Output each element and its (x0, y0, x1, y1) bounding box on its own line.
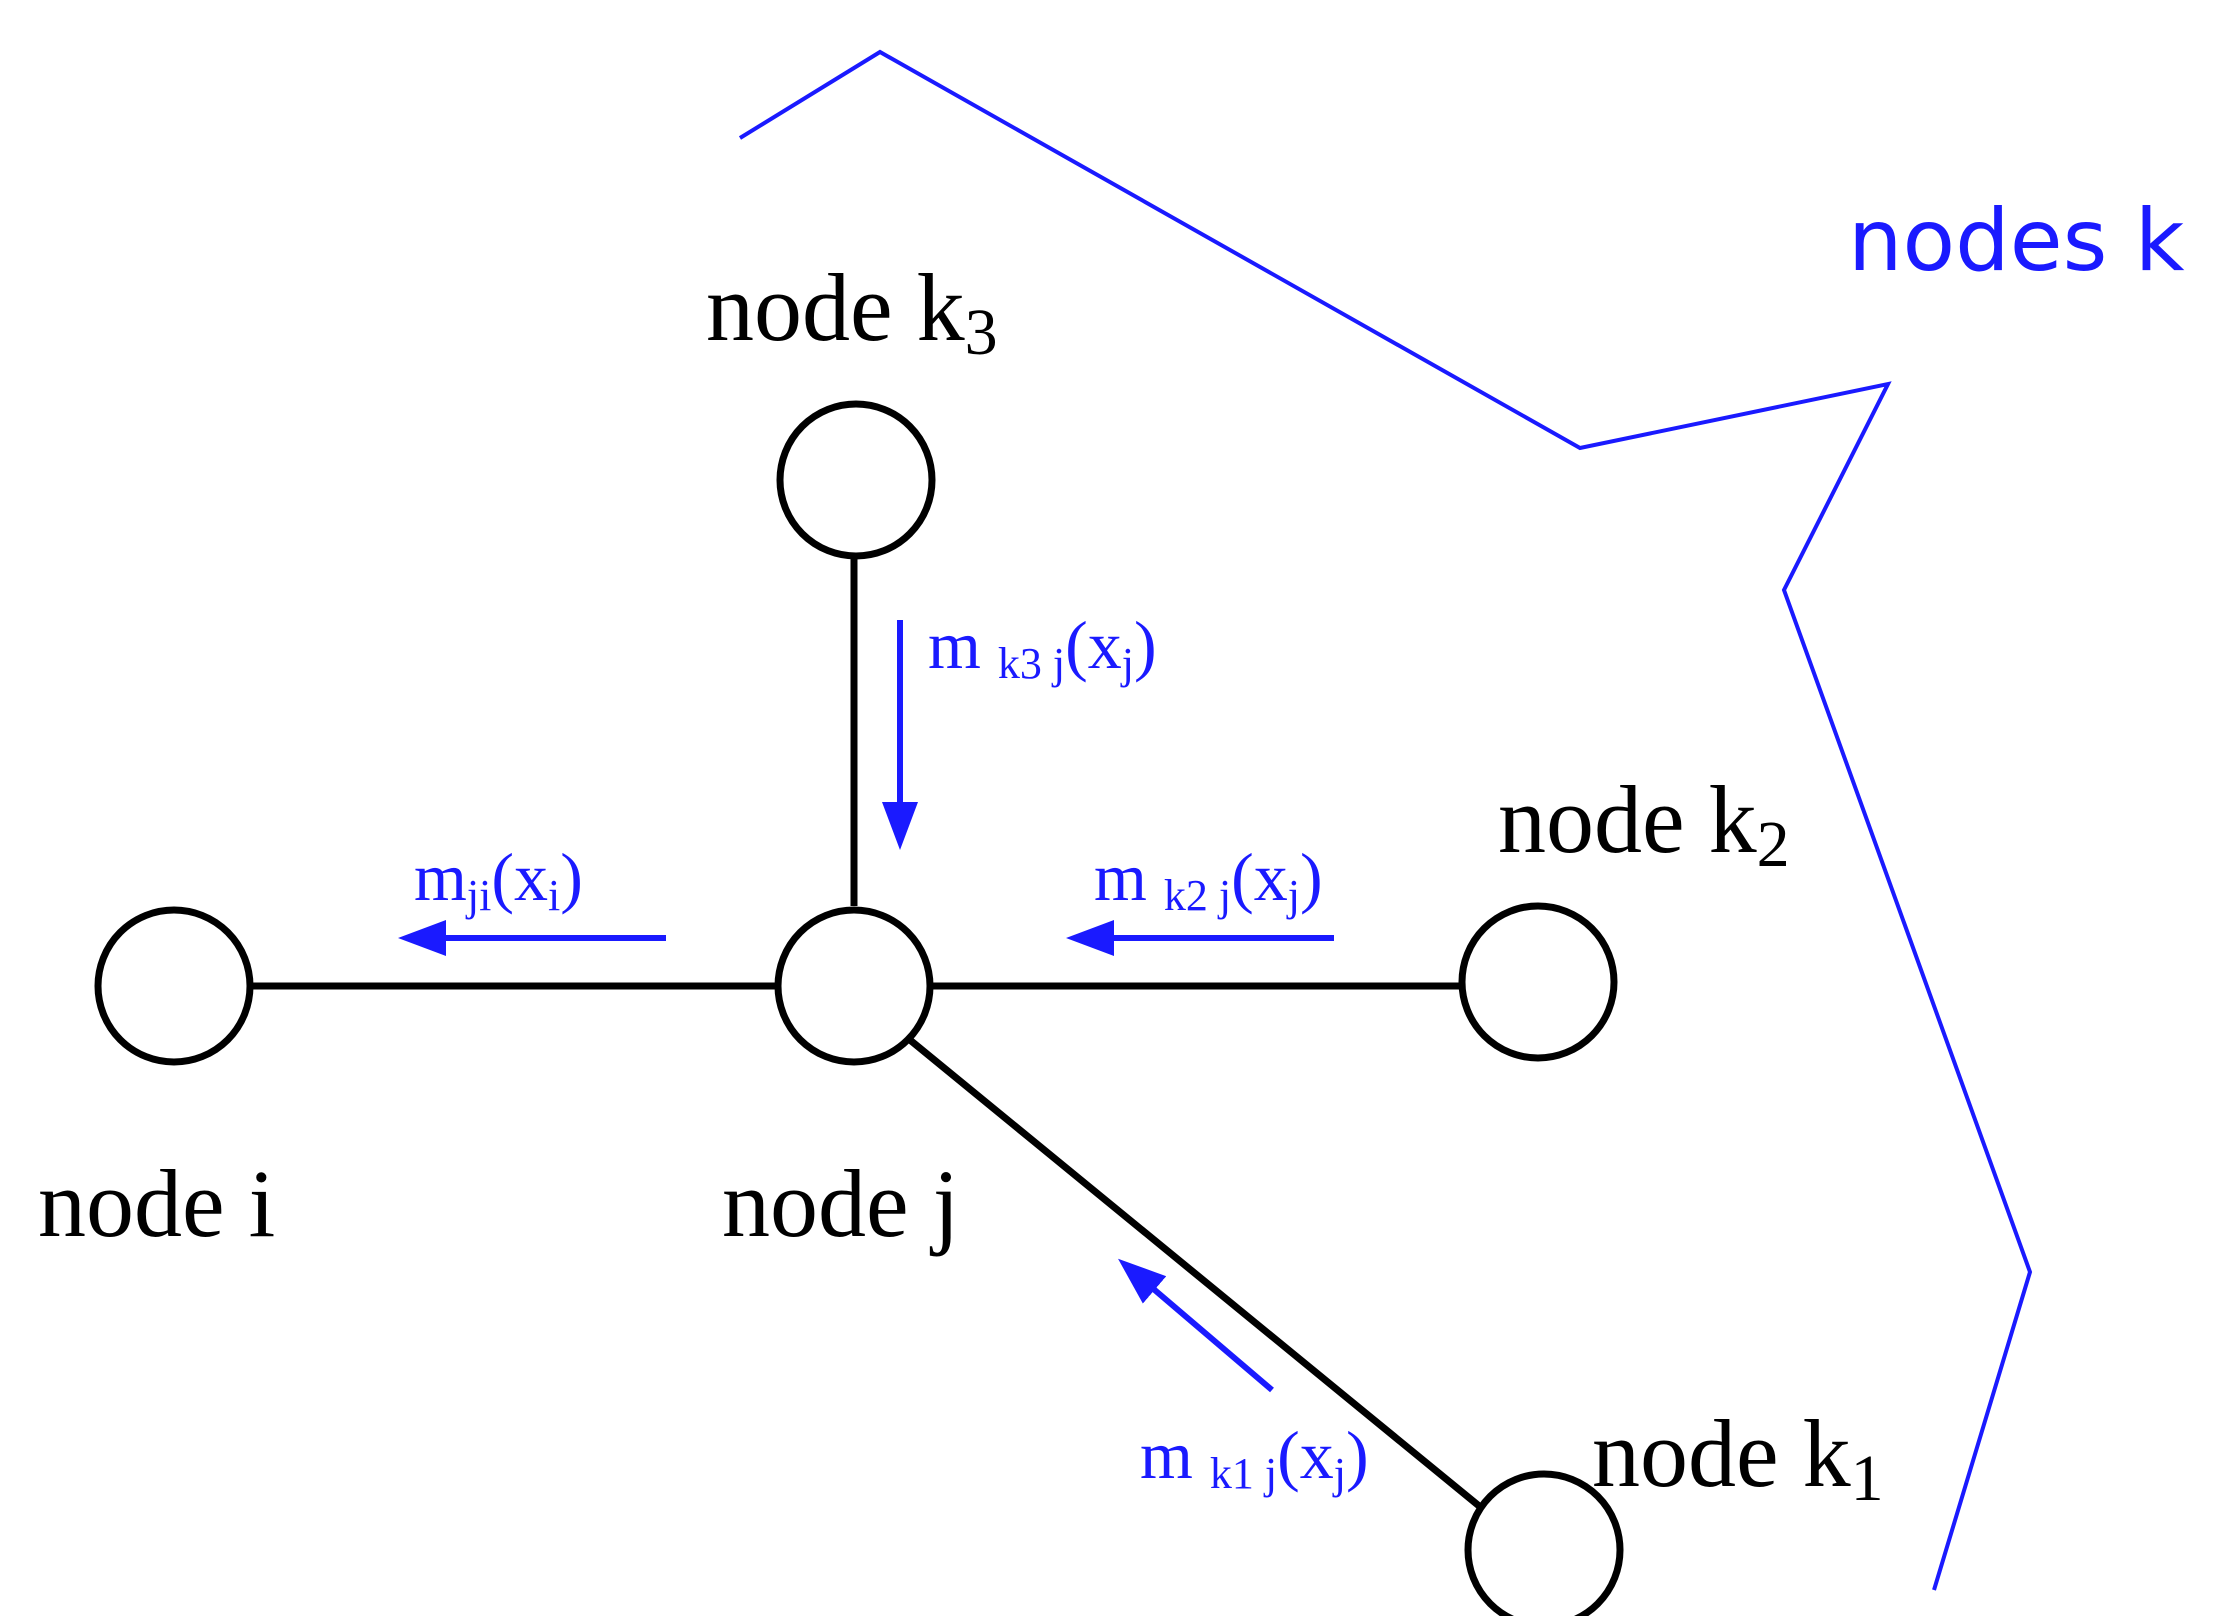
node-k1-label: node k1 (1592, 1400, 1884, 1515)
node-k3-label: node k3 (706, 254, 998, 369)
node-j-label: node j (722, 1150, 959, 1257)
nodes-k-boundary (738, 49, 2033, 1591)
node-k3-circle (776, 400, 936, 560)
message-k2j-label: m k2 j(xj) (1094, 839, 1323, 920)
node-j-circle (774, 906, 934, 1066)
node-k2-circle (1458, 902, 1618, 1062)
node-i-label: node i (38, 1150, 275, 1257)
node-k2-label: node k2 (1498, 766, 1790, 881)
node-k1-circle (1464, 1470, 1624, 1616)
nodes-k-label: nodes k (1848, 191, 2185, 291)
node-i-circle (94, 906, 254, 1066)
edge-j-k1 (907, 1037, 1487, 1513)
message-k1j-label: m k1 j(xj) (1140, 1417, 1369, 1498)
message-k3j-label: m k3 j(xj) (928, 607, 1157, 688)
message-k1j-arrow (1118, 1258, 1274, 1393)
message-ji-label: mji(xi) (414, 839, 583, 920)
